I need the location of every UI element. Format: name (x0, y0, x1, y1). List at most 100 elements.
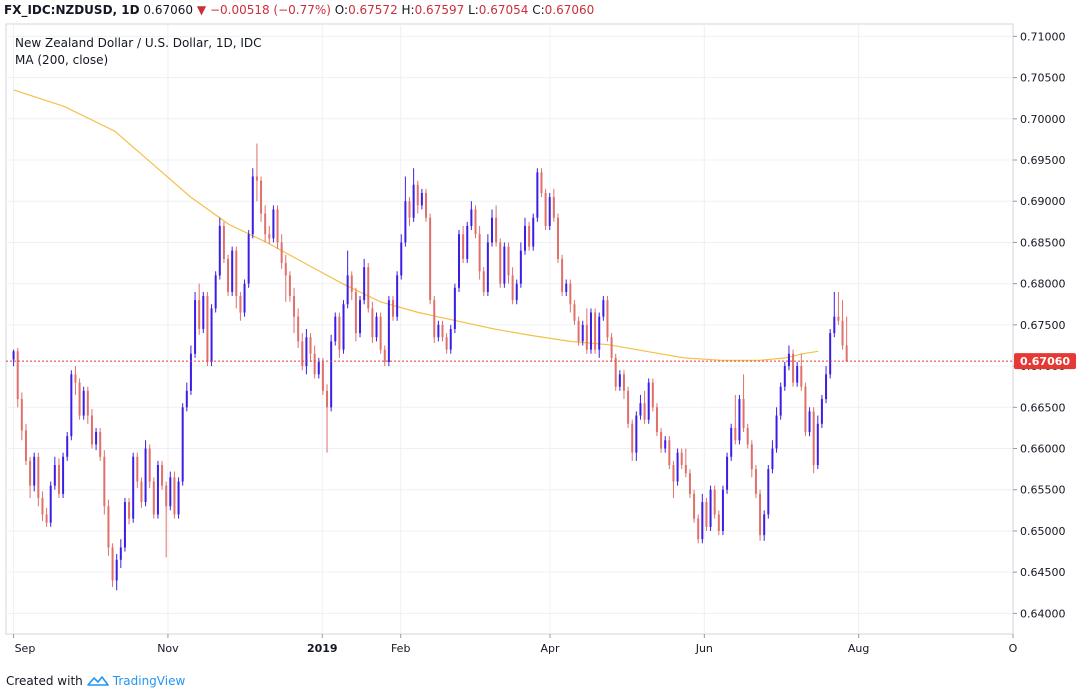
candle-body (383, 349, 386, 362)
candle-up (536, 168, 539, 222)
candle-down (643, 390, 646, 424)
candle-body (750, 444, 753, 470)
candle-down (462, 225, 465, 264)
candle-down (37, 452, 40, 507)
candle-up (519, 242, 522, 288)
candle-body (227, 258, 230, 292)
candle-body (800, 366, 803, 387)
y-tick-label: 0.66500 (1020, 401, 1066, 414)
candle-down (161, 460, 164, 490)
candle-up (647, 378, 650, 424)
candle-down (41, 491, 44, 522)
candle-body (181, 407, 184, 482)
candle-body (561, 258, 564, 292)
candle-up (730, 423, 733, 461)
candle-up (396, 271, 399, 321)
candle-up (346, 250, 349, 309)
candle-body (721, 489, 724, 531)
candle-body (342, 304, 345, 350)
candle-down (668, 436, 671, 470)
candle-down (540, 168, 543, 198)
candle-down (577, 316, 580, 346)
candle-body (74, 374, 77, 383)
candle-body (408, 201, 411, 218)
candle-body (334, 316, 337, 342)
candle-body (779, 386, 782, 416)
candle-down (841, 300, 844, 350)
x-tick-label: Apr (540, 642, 560, 655)
candle-body (631, 423, 634, 453)
candle-body (288, 275, 291, 297)
y-tick-label: 0.67500 (1020, 319, 1066, 332)
candle-down (734, 394, 737, 445)
candle-body (140, 481, 143, 503)
candle-body (515, 283, 518, 301)
tradingview-brand[interactable]: TradingView (112, 674, 186, 688)
candle-body (688, 473, 691, 494)
candle-body (29, 460, 32, 486)
candle-body (202, 296, 205, 329)
candle-up (738, 394, 741, 445)
candle-body (185, 390, 188, 408)
candle-body (243, 283, 246, 313)
y-tick-label: 0.65500 (1020, 484, 1066, 497)
candle-body (375, 316, 378, 338)
candle-down (227, 254, 230, 297)
candle-body (425, 192, 428, 218)
candle-down (705, 497, 708, 531)
candle-down (140, 477, 143, 508)
candle-body (189, 353, 192, 391)
candle-body (260, 180, 263, 214)
candle-up (486, 234, 489, 297)
y-tick-label: 0.68000 (1020, 278, 1066, 291)
candle-up (532, 213, 535, 251)
open-value: 0.67572 (348, 3, 398, 17)
candle-down (16, 347, 19, 408)
candle-down (239, 291, 242, 321)
candle-down (660, 427, 663, 453)
candle-down (371, 301, 374, 344)
candle-down (235, 246, 238, 309)
candle-body (305, 337, 308, 367)
y-tick-label: 0.71000 (1020, 30, 1066, 43)
candle-body (606, 300, 609, 338)
candle-up (334, 312, 337, 346)
candle-down (655, 403, 658, 437)
candle-body (511, 275, 514, 301)
price-axis[interactable]: 0.71000 0.70500 0.70000 0.69500 0.69000 0.685… (1013, 30, 1066, 620)
candle-body (445, 337, 448, 350)
price-change: −0.00518 (−0.77%) (209, 3, 331, 17)
plot-area[interactable] (5, 23, 1014, 635)
candle-body (598, 316, 601, 350)
candle-down (148, 444, 151, 489)
candle-body (565, 283, 568, 292)
candle-down (367, 263, 370, 313)
candle-body (536, 172, 539, 218)
candle-down (717, 510, 720, 536)
candle-down (293, 287, 296, 334)
time-axis[interactable]: Sep Nov 2019 Feb Apr Jun Aug O (13, 634, 1018, 655)
candle-body (569, 283, 572, 305)
candle-up (95, 427, 98, 451)
candle-down (651, 378, 654, 412)
indicator-label: MA (200, close) (15, 53, 108, 67)
candle-body (462, 234, 465, 259)
candle-up (581, 320, 584, 346)
candle-down (29, 456, 32, 498)
candle-down (350, 271, 353, 301)
candle-body (697, 518, 700, 540)
candle-body (796, 366, 799, 383)
candle-up (62, 452, 65, 498)
candle-down (280, 234, 283, 269)
candle-down (276, 205, 279, 250)
candle-body (173, 477, 176, 515)
candle-up (189, 345, 192, 395)
candle-body (507, 246, 510, 276)
candle-down (313, 345, 316, 379)
candle-body (701, 502, 704, 540)
candle-body (577, 320, 580, 342)
candle-body (453, 287, 456, 329)
candle-body (20, 399, 23, 431)
candle-down (416, 180, 419, 214)
